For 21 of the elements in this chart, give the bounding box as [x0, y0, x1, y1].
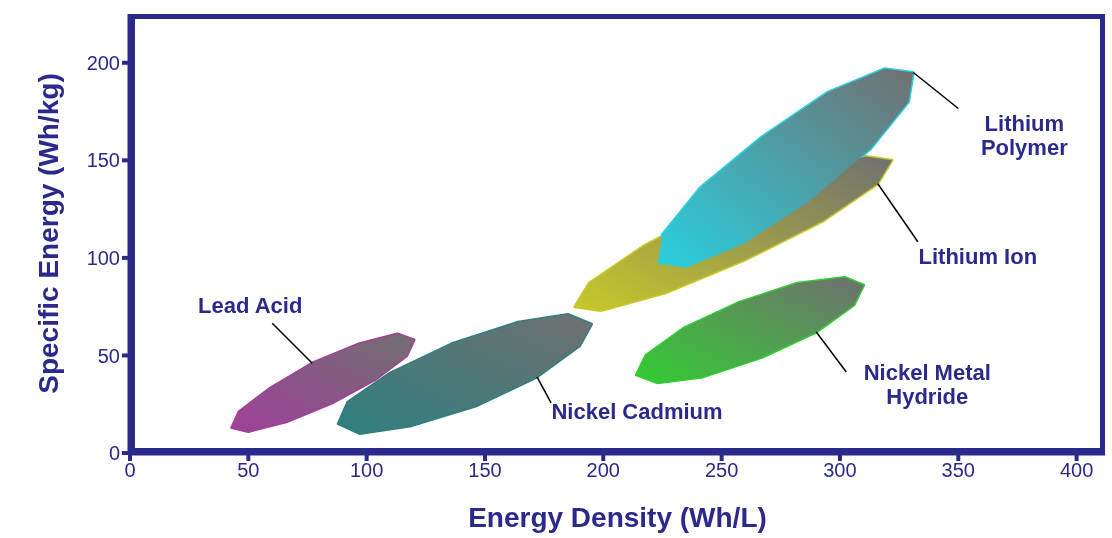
- x-tick-label: 0: [124, 459, 136, 482]
- x-axis-title: Energy Density (Wh/L): [468, 502, 767, 533]
- x-tick-label: 50: [237, 459, 260, 482]
- legend-label: Nickel Cadmium: [551, 398, 723, 424]
- x-tick-label: 300: [823, 459, 857, 482]
- x-tick-label: 200: [586, 459, 620, 482]
- text: Lithium Polymer: [980, 110, 1069, 160]
- text: Nickel Metal Hydride: [863, 359, 991, 409]
- text: Lithium Ion: [918, 243, 1038, 269]
- y-tick-label: 0: [108, 442, 120, 465]
- y-axis-title: Specific Energy (Wh/kg): [32, 73, 64, 394]
- x-tick-label: 150: [468, 459, 502, 482]
- y-tick-label: 50: [97, 344, 120, 367]
- x-tick-label: 350: [941, 459, 975, 482]
- text: Lead Acid: [198, 292, 303, 318]
- x-tick-label: 400: [1059, 459, 1094, 482]
- x-tick-label: 250: [704, 459, 739, 482]
- x-tick-label: 100: [349, 459, 384, 482]
- y-tick-label: 150: [86, 149, 120, 172]
- y-tick-label: 100: [86, 246, 120, 269]
- y-tick-label: 200: [86, 51, 120, 74]
